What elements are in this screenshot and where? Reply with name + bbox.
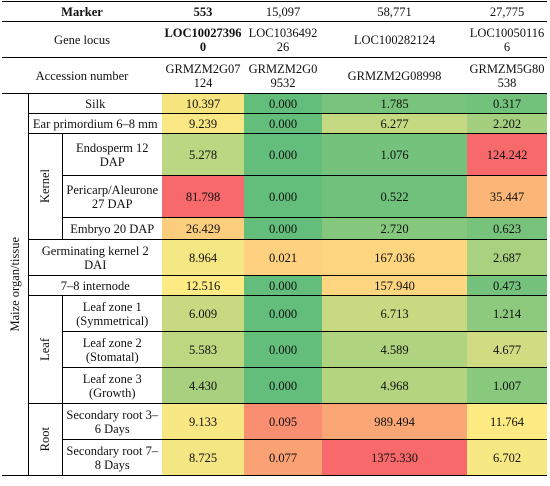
expression-value: 9.239 (162, 113, 244, 134)
locus-header: Gene locus (2, 21, 162, 58)
locus-4: LOC100501166 (467, 21, 547, 58)
expression-value: 6.702 (467, 439, 547, 476)
marker-row: Marker 553 15,097 58,771 27,775 (2, 1, 547, 22)
tissue-name: Pericarp/Aleurone 27 DAP (62, 175, 162, 218)
accession-1: GRMZM2G07124 (162, 57, 244, 94)
expression-value: 11.764 (467, 403, 547, 440)
expression-value: 0.000 (244, 113, 322, 134)
expression-value: 6.009 (162, 295, 244, 332)
group-kernel-label: Kernel (38, 169, 52, 204)
marker-15097: 15,097 (244, 1, 322, 22)
tissue-name: Silk (28, 93, 162, 114)
locus-row: Gene locus LOC100273960 LOC103649226 LOC… (2, 21, 547, 58)
accession-3: GRMZM2G08998 (322, 57, 467, 94)
expression-value: 0.000 (244, 93, 322, 114)
expression-value: 12.516 (162, 275, 244, 296)
expression-value: 4.968 (322, 367, 467, 404)
tissue-name: Secondary root 7–8 Days (62, 439, 162, 476)
tissue-row: 7–8 internode 12.516 0.000 157.940 0.473 (2, 275, 547, 296)
expression-value: 8.725 (162, 439, 244, 476)
expression-value: 0.095 (244, 403, 322, 440)
expression-value: 0.000 (244, 331, 322, 368)
accession-header: Accession number (2, 57, 162, 94)
expression-value: 5.278 (162, 133, 244, 176)
expression-value: 1375.330 (322, 439, 467, 476)
tissue-row: Leaf zone 3 (Growth) 4.430 0.000 4.968 1.007 (2, 367, 547, 404)
expression-value: 0.000 (244, 175, 322, 218)
expression-value: 6.713 (322, 295, 467, 332)
tissue-row: Embryo 20 DAP 26.429 0.000 2.720 0.623 (2, 217, 547, 240)
tissue-name: Germinating kernel 2 DAI (28, 239, 162, 276)
tissue-row: Leaf Leaf zone 1 (Symmetrical) 6.009 0.000 6… (2, 295, 547, 404)
locus-1: LOC100273960 (162, 21, 244, 58)
marker-58771: 58,771 (322, 1, 467, 22)
accession-row: Accession number GRMZM2G07124 GRMZM2G095… (2, 57, 547, 94)
expression-table: Marker 553 15,097 58,771 27,775 Gene loc… (2, 1, 547, 476)
accession-4: GRMZM5G80538 (467, 57, 547, 94)
marker-553: 553 (162, 1, 244, 22)
expression-value: 6.277 (322, 113, 467, 134)
expression-value: 0.317 (467, 93, 547, 114)
marker-header: Marker (2, 1, 162, 22)
expression-value: 0.000 (244, 295, 322, 332)
marker-27775: 27,775 (467, 1, 547, 22)
tissue-row: Ear primordium 6–8 mm 9.239 0.000 6.277 2.20… (2, 113, 547, 134)
expression-value: 0.000 (244, 133, 322, 176)
expression-value: 1.007 (467, 367, 547, 404)
expression-value: 0.623 (467, 217, 547, 240)
tissue-row: Kernel Endosperm 12 DAP 5.278 0.000 1.076 124… (2, 133, 547, 240)
expression-value: 2.687 (467, 239, 547, 276)
expression-value: 0.522 (322, 175, 467, 218)
tissue-name: Leaf zone 3 (Growth) (62, 367, 162, 404)
expression-value: 0.000 (244, 275, 322, 296)
expression-value: 124.242 (467, 133, 547, 176)
expression-value: 157.940 (322, 275, 467, 296)
group-root-label: Root (38, 427, 52, 452)
expression-value: 4.677 (467, 331, 547, 368)
locus-2: LOC103649226 (244, 21, 322, 58)
group-root: Root (28, 403, 63, 476)
expression-value: 1.785 (322, 93, 467, 114)
expression-value: 4.589 (322, 331, 467, 368)
expression-value: 10.397 (162, 93, 244, 114)
expression-value: 2.720 (322, 217, 467, 240)
tissue-row: Germinating kernel 2 DAI 8.964 0.021 167.03… (2, 239, 547, 276)
tissue-row: Secondary root 7–8 Days 8.725 0.077 1375.33… (2, 439, 547, 476)
tissue-name: 7–8 internode (28, 275, 162, 296)
tissue-name: Leaf zone 1 (Symmetrical) (62, 295, 162, 332)
tissue-row: Leaf zone 2 (Stomatal) 5.583 0.000 4.589 4.6… (2, 331, 547, 368)
group-kernel: Kernel (28, 133, 63, 240)
group-leaf-label: Leaf (38, 338, 52, 361)
expression-value: 0.473 (467, 275, 547, 296)
tissue-name: Embryo 20 DAP (62, 217, 162, 240)
organ-axis-label: Maize organ/tissue (2, 93, 29, 476)
organ-axis-text: Maize organ/tissue (7, 237, 22, 332)
tissue-name: Ear primordium 6–8 mm (28, 113, 162, 134)
expression-value: 35.447 (467, 175, 547, 218)
expression-value: 0.000 (244, 217, 322, 240)
locus-3: LOC100282124 (322, 21, 467, 58)
group-leaf: Leaf (28, 295, 63, 404)
expression-value: 0.000 (244, 367, 322, 404)
tissue-row: Maize organ/tissue Silk 10.397 0.000 1.785 0.… (2, 93, 547, 476)
expression-value: 1.076 (322, 133, 467, 176)
expression-value: 26.429 (162, 217, 244, 240)
expression-value: 9.133 (162, 403, 244, 440)
tissue-row: Root Secondary root 3–6 Days 9.133 0.095 989… (2, 403, 547, 476)
expression-value: 0.021 (244, 239, 322, 276)
tissue-row: Pericarp/Aleurone 27 DAP 81.798 0.000 0.522… (2, 175, 547, 218)
expression-value: 8.964 (162, 239, 244, 276)
expression-value: 0.077 (244, 439, 322, 476)
tissue-name: Leaf zone 2 (Stomatal) (62, 331, 162, 368)
expression-value: 4.430 (162, 367, 244, 404)
accession-2: GRMZM2G09532 (244, 57, 322, 94)
tissue-name: Endosperm 12 DAP (62, 133, 162, 176)
expression-value: 167.036 (322, 239, 467, 276)
expression-value: 2.202 (467, 113, 547, 134)
expression-value: 989.494 (322, 403, 467, 440)
expression-value: 1.214 (467, 295, 547, 332)
tissue-name: Secondary root 3–6 Days (62, 403, 162, 440)
expression-value: 81.798 (162, 175, 244, 218)
expression-value: 5.583 (162, 331, 244, 368)
